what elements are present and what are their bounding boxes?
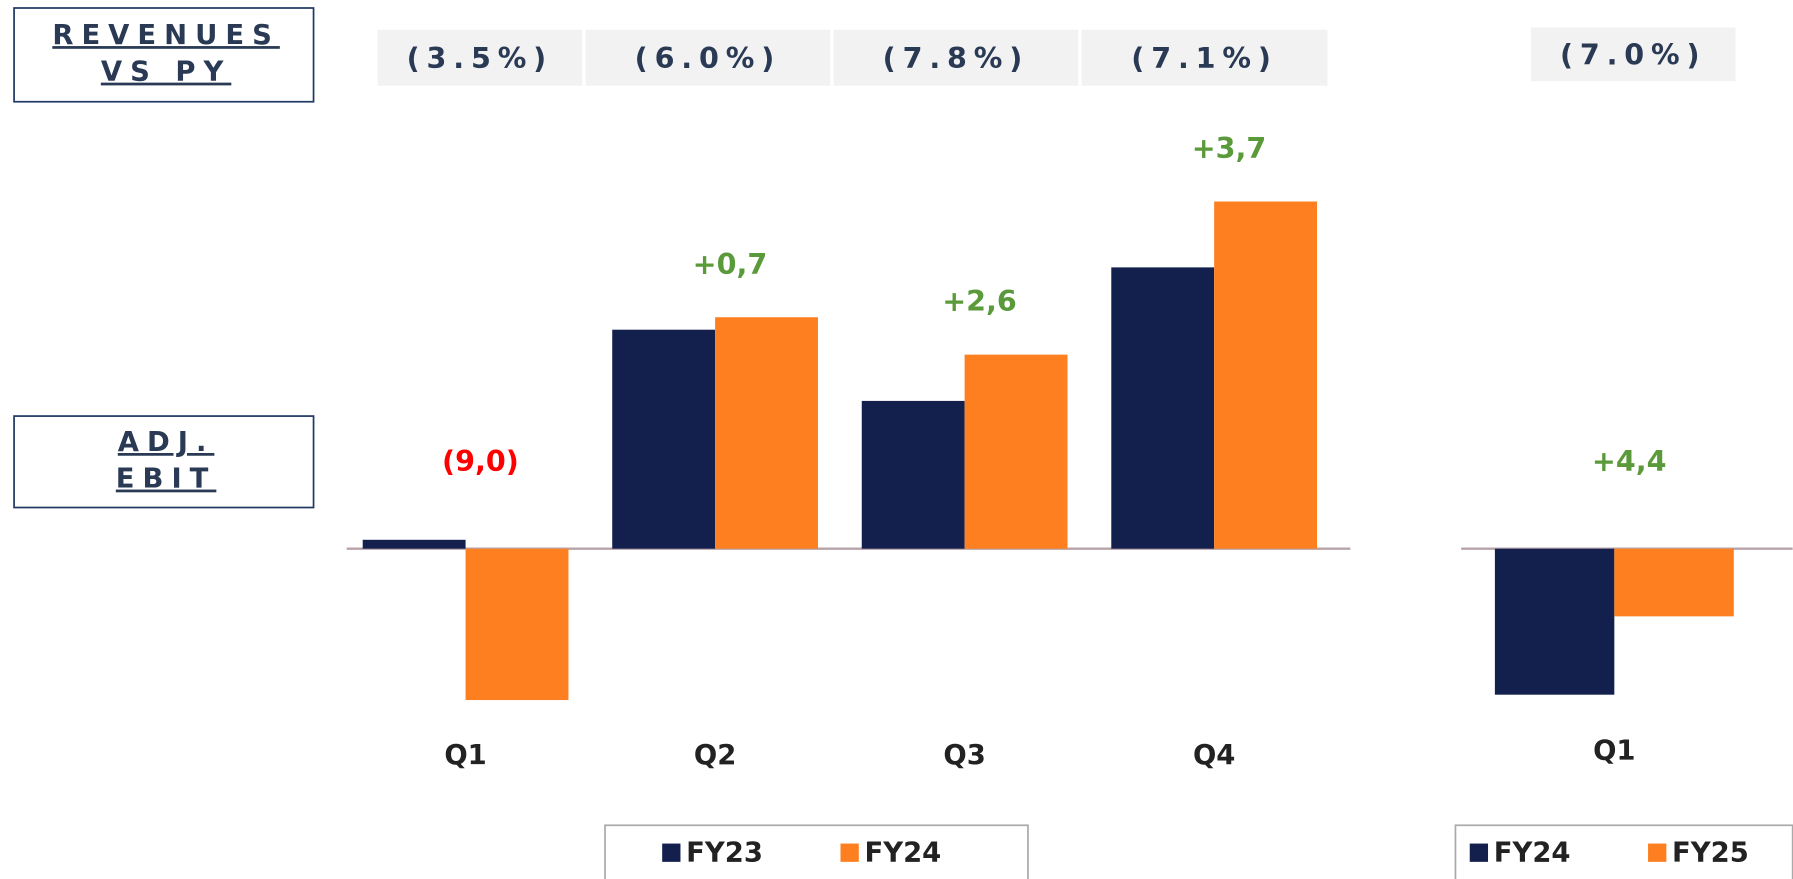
revenue-label: (7.0%)	[1560, 38, 1706, 72]
revenue-cell	[1530, 27, 1736, 82]
legend-swatch	[662, 843, 681, 862]
delta-label: (9,0)	[442, 444, 519, 478]
row-label: REVENUES	[52, 20, 280, 51]
bar	[715, 317, 818, 549]
legend-label: FY24	[864, 837, 941, 868]
delta-label: +0,7	[693, 247, 768, 281]
bar	[1494, 548, 1615, 695]
x-tick-label: Q4	[1193, 740, 1235, 771]
row-label: VS PY	[101, 57, 231, 88]
legend-box	[1454, 824, 1793, 879]
revenue-cell	[377, 29, 583, 86]
revenue-cell	[585, 29, 831, 86]
legend-swatch	[840, 843, 859, 862]
label-box	[13, 7, 315, 103]
revenue-cell	[833, 29, 1079, 86]
bar	[1111, 267, 1215, 549]
legend-swatch	[1469, 843, 1489, 862]
legend-label: FY25	[1672, 837, 1749, 868]
delta-label: +3,7	[1192, 131, 1267, 165]
bar	[1614, 548, 1734, 617]
label-box	[13, 415, 315, 509]
bar	[1214, 201, 1318, 549]
legend-label: FY24	[1494, 837, 1571, 868]
x-tick-label: Q3	[943, 740, 985, 771]
bar	[861, 400, 965, 549]
legend-box	[604, 824, 1029, 879]
revenue-cell	[1081, 29, 1328, 86]
revenue-label: (7.1%)	[1131, 41, 1277, 75]
bar	[612, 329, 716, 549]
bar	[465, 548, 569, 701]
legend-label: FY23	[686, 837, 763, 868]
bar	[362, 539, 466, 549]
revenue-label: (6.0%)	[635, 41, 781, 75]
revenue-label: (3.5%)	[407, 41, 553, 75]
x-tick-label: Q1	[444, 740, 486, 771]
row-label: ADJ.	[118, 427, 215, 458]
row-label: EBIT	[116, 464, 217, 495]
legend-swatch	[1648, 843, 1667, 862]
revenue-label: (7.8%)	[883, 41, 1029, 75]
delta-label: +4,4	[1592, 444, 1667, 478]
bar	[964, 354, 1068, 549]
x-tick-label: Q1	[1593, 736, 1635, 767]
x-tick-label: Q2	[694, 740, 736, 771]
delta-label: +2,6	[942, 284, 1017, 318]
